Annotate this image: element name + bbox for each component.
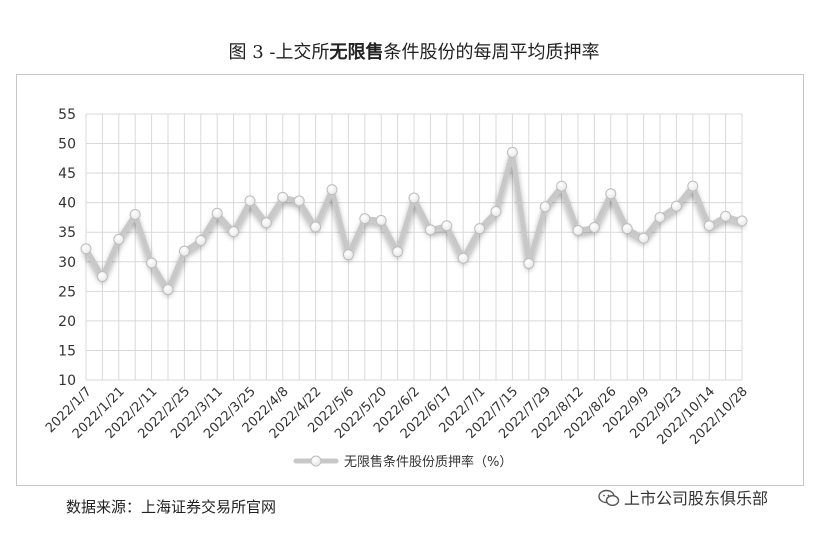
data-point	[506, 146, 518, 158]
data-point	[375, 214, 387, 226]
data-point	[638, 232, 650, 244]
data-point	[408, 192, 420, 204]
data-point	[211, 207, 223, 219]
data-point	[195, 234, 207, 246]
data-point	[113, 233, 125, 245]
y-tick-label: 35	[58, 225, 76, 241]
data-point	[310, 221, 322, 233]
data-point	[424, 224, 436, 236]
data-point	[441, 220, 453, 232]
data-point	[96, 271, 108, 283]
data-point	[736, 215, 748, 227]
data-point	[703, 220, 715, 232]
data-point	[244, 195, 256, 207]
data-point	[670, 200, 682, 212]
data-point	[457, 252, 469, 264]
data-point	[342, 249, 354, 261]
legend-marker	[310, 455, 322, 467]
data-point	[80, 243, 92, 255]
y-tick-label: 25	[58, 284, 76, 300]
data-point	[539, 201, 551, 213]
data-point	[474, 223, 486, 235]
data-point	[654, 211, 666, 223]
series-group	[80, 146, 748, 296]
x-axis-labels: 2022/1/72022/1/212022/2/112022/2/252022/…	[43, 384, 751, 448]
data-point	[228, 226, 240, 238]
data-point	[293, 195, 305, 207]
y-tick-label: 40	[58, 196, 76, 212]
data-point	[326, 184, 338, 196]
data-point	[392, 246, 404, 258]
data-point	[490, 206, 502, 218]
y-axis-labels: 10 15 20 25 30 35 40 45 50 55	[58, 107, 76, 389]
y-tick-label: 55	[58, 107, 76, 123]
y-tick-label: 15	[58, 343, 76, 359]
y-tick-label: 45	[58, 166, 76, 182]
data-point	[605, 188, 617, 200]
y-tick-label: 20	[58, 314, 76, 330]
data-point	[277, 191, 289, 203]
data-point	[687, 180, 699, 192]
data-point	[621, 223, 633, 235]
watermark: 上市公司股东俱乐部	[598, 485, 768, 509]
chart-frame	[16, 74, 804, 486]
data-point	[572, 224, 584, 236]
y-tick-label: 10	[58, 373, 76, 389]
data-point	[260, 217, 272, 229]
data-point	[523, 258, 535, 270]
chart-title-prefix: 图 3 -上交所	[228, 42, 330, 63]
legend: 无限售条件股份质押率（%）	[293, 454, 512, 470]
data-point	[146, 257, 158, 269]
wechat-icon	[598, 489, 620, 507]
watermark-text: 上市公司股东俱乐部	[624, 489, 769, 508]
data-source-note: 数据来源：上海证券交易所官网	[66, 498, 277, 516]
chart-title: 图 3 -上交所无限售条件股份的每周平均质押率	[0, 38, 828, 64]
data-point	[178, 245, 190, 257]
data-point	[556, 180, 568, 192]
data-point	[588, 221, 600, 233]
chart-title-bold: 无限售	[329, 42, 384, 63]
data-point	[129, 208, 141, 220]
data-point	[359, 213, 371, 225]
chart-title-suffix: 条件股份的每周平均质押率	[383, 42, 600, 63]
data-point	[162, 284, 174, 296]
y-tick-label: 30	[58, 255, 76, 271]
legend-label: 无限售条件股份质押率（%）	[344, 454, 512, 470]
y-tick-label: 50	[58, 137, 76, 153]
data-point	[720, 210, 732, 222]
